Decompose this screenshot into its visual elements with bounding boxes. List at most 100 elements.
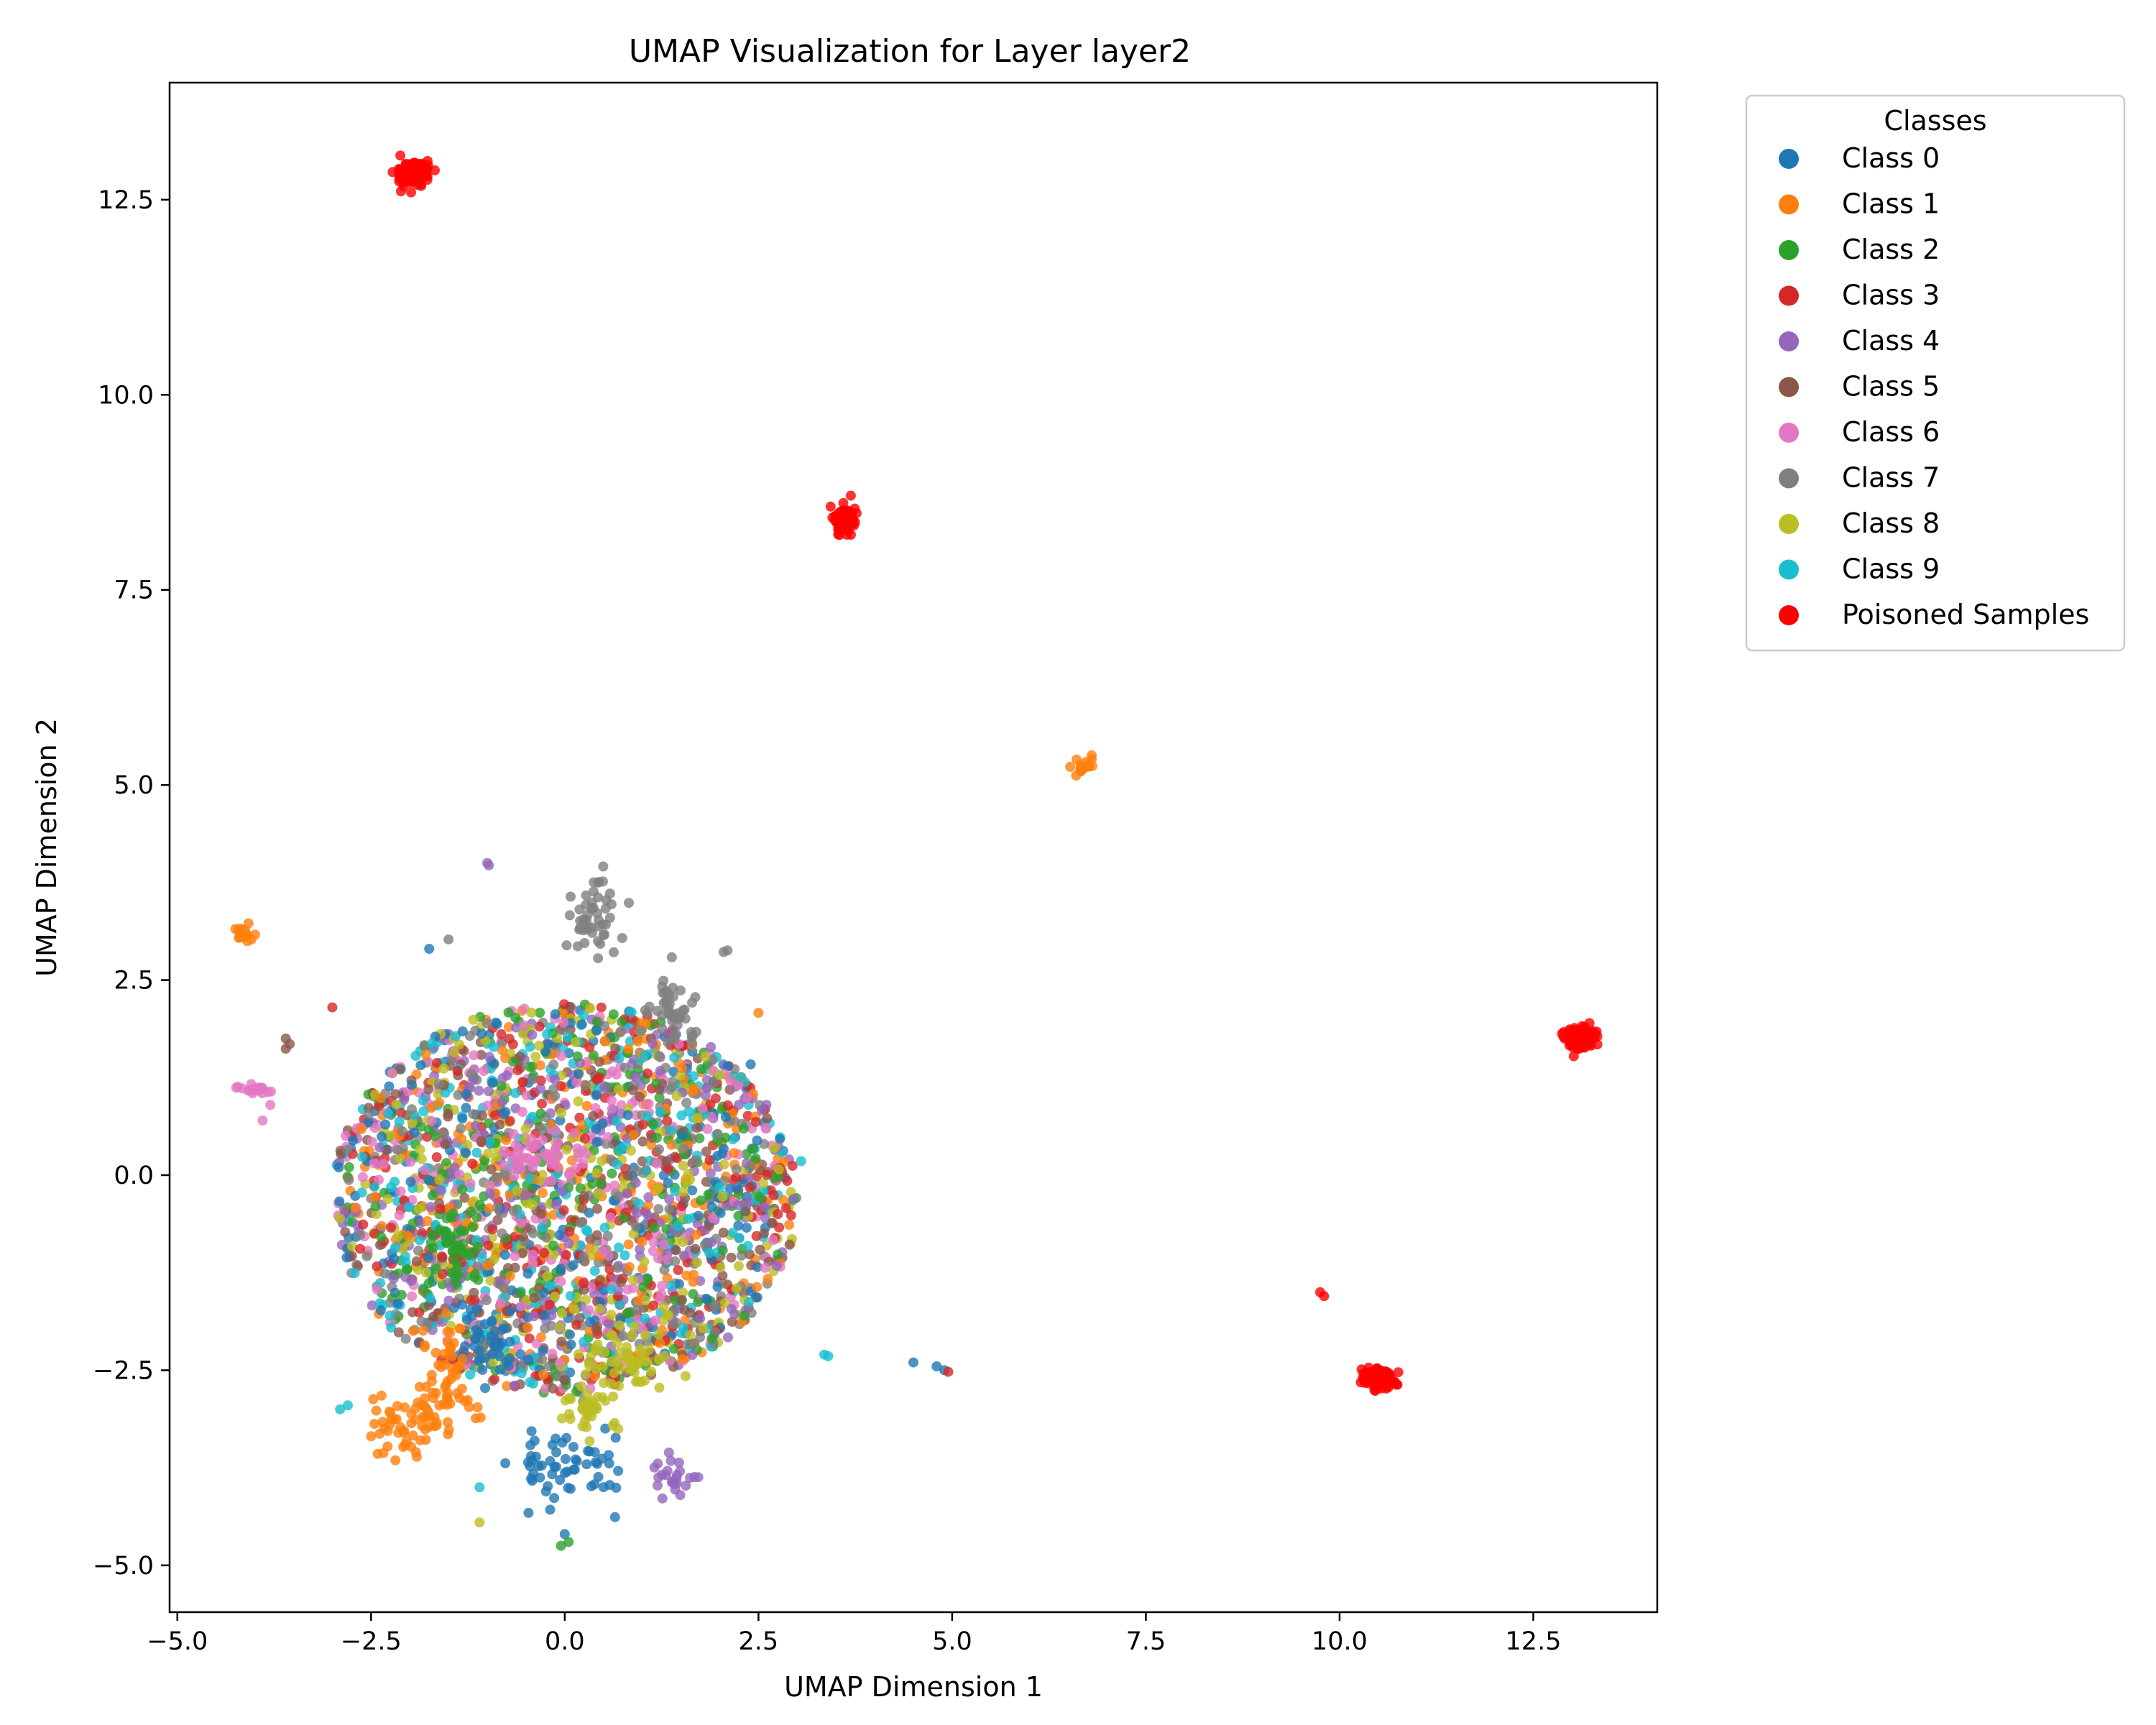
scatter-point [659, 1264, 670, 1275]
scatter-point [661, 986, 672, 996]
scatter-point [596, 1177, 607, 1188]
scatter-point [414, 1235, 425, 1246]
scatter-point [483, 1148, 494, 1159]
scatter-point [658, 1302, 669, 1312]
scatter-point [424, 1422, 434, 1432]
scatter-point [579, 1251, 589, 1262]
scatter-point [430, 165, 440, 175]
scatter-point [839, 518, 850, 529]
scatter-point [596, 1156, 607, 1167]
scatter-point [732, 1182, 742, 1193]
scatter-point [469, 1341, 480, 1351]
scatter-point [599, 1223, 610, 1233]
scatter-point [435, 1204, 446, 1215]
scatter-point [492, 1202, 502, 1213]
scatter-point [692, 1257, 703, 1268]
scatter-point [733, 1080, 744, 1090]
scatter-point [442, 1417, 453, 1427]
scatter-point [377, 1131, 387, 1142]
scatter-point [701, 1146, 711, 1157]
scatter-point [560, 1453, 571, 1464]
scatter-point [731, 1283, 742, 1294]
scatter-point [614, 1144, 625, 1154]
scatter-point [421, 1381, 431, 1392]
scatter-point [439, 1348, 450, 1359]
scatter-point [390, 1242, 400, 1253]
scatter-point [561, 1144, 572, 1155]
scatter-point [688, 1289, 699, 1300]
scatter-point [649, 1222, 660, 1233]
scatter-point [574, 904, 585, 915]
scatter-point [356, 1124, 367, 1134]
scatter-point [443, 934, 454, 945]
scatter-point [825, 501, 836, 512]
scatter-point [608, 1009, 619, 1020]
scatter-point [485, 1275, 496, 1286]
scatter-point [589, 1266, 600, 1276]
scatter-point [497, 1097, 507, 1108]
scatter-point [426, 1369, 437, 1380]
scatter-point [594, 1189, 604, 1200]
scatter-point [457, 1184, 468, 1195]
scatter-point [626, 1007, 637, 1018]
scatter-point [576, 1241, 586, 1252]
scatter-point [442, 1326, 453, 1337]
scatter-point [548, 1249, 559, 1260]
scatter-point [762, 1169, 773, 1180]
scatter-point [717, 1149, 727, 1159]
scatter-point [1586, 1040, 1596, 1051]
scatter-point [758, 1228, 769, 1239]
scatter-point [451, 1278, 461, 1289]
legend-marker [1779, 514, 1799, 534]
scatter-point [369, 1158, 379, 1169]
scatter-point [591, 1137, 602, 1148]
scatter-point [540, 1232, 551, 1243]
scatter-point [550, 1433, 561, 1444]
scatter-point [363, 1117, 374, 1128]
scatter-point [692, 1218, 703, 1229]
scatter-point [368, 1394, 379, 1404]
scatter-point [591, 1168, 602, 1179]
scatter-point [759, 1202, 770, 1213]
scatter-point [528, 1162, 538, 1172]
scatter-point [507, 1057, 518, 1067]
scatter-point [741, 1223, 752, 1233]
scatter-point [703, 1190, 714, 1200]
scatter-point [520, 1123, 531, 1134]
scatter-point [752, 1282, 763, 1292]
legend-label: Class 8 [1842, 507, 1940, 539]
scatter-point [495, 1297, 506, 1308]
scatter-point [471, 1325, 482, 1335]
scatter-point [384, 1310, 395, 1321]
x-tick-label: 10.0 [1312, 1627, 1368, 1656]
scatter-point [720, 1132, 731, 1143]
scatter-point [627, 1274, 638, 1285]
scatter-point [745, 1059, 756, 1070]
scatter-point [420, 1340, 430, 1351]
scatter-point [461, 1248, 472, 1259]
scatter-point [573, 1152, 584, 1163]
scatter-point [516, 1218, 527, 1229]
scatter-point [418, 1095, 428, 1106]
scatter-point [472, 1241, 483, 1252]
scatter-point [476, 1110, 487, 1121]
scatter-point [530, 1052, 541, 1062]
scatter-point [540, 1384, 550, 1394]
scatter-point [488, 1356, 499, 1367]
y-tick-label: 12.5 [98, 186, 154, 215]
scatter-point [355, 1243, 366, 1254]
scatter-point [727, 1317, 737, 1327]
scatter-point [585, 1317, 596, 1328]
scatter-point [367, 1136, 377, 1147]
scatter-point [590, 1371, 600, 1381]
scatter-point [234, 932, 244, 943]
scatter-point [774, 1222, 785, 1233]
scatter-point [607, 1330, 618, 1341]
scatter-point [549, 1493, 560, 1504]
scatter-point [497, 1228, 507, 1239]
scatter-point [681, 1098, 692, 1108]
scatter-point [707, 1054, 718, 1065]
scatter-point [430, 1264, 441, 1274]
scatter-point [564, 1226, 575, 1237]
scatter-point [598, 1482, 609, 1493]
